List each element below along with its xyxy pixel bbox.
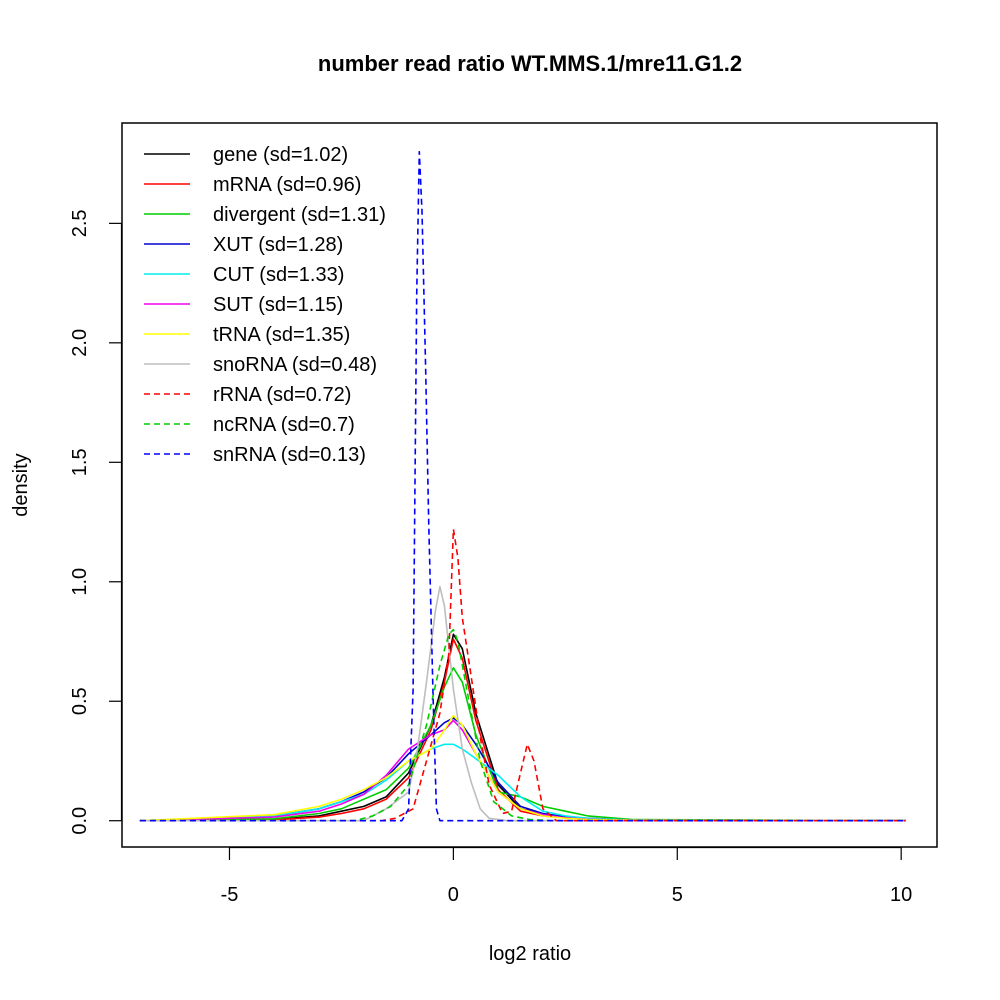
x-tick-label: -5	[221, 884, 239, 906]
legend-entry-10: snRNA (sd=0.13)	[213, 444, 366, 466]
series-line-8	[139, 528, 906, 822]
x-tick-label: 5	[672, 884, 683, 906]
legend-entry-5: SUT (sd=1.15)	[213, 294, 343, 316]
y-tick-label: 1.0	[69, 568, 91, 596]
y-axis: 0.0 0.5 1.0 1.5 2.0 2.5	[69, 209, 123, 835]
series-line-1	[139, 638, 906, 822]
series-line-3	[139, 717, 906, 822]
chart-title: number read ratio WT.MMS.1/mre11.G1.2	[318, 51, 742, 76]
series-line-5	[139, 719, 906, 822]
x-axis: -5 0 5 10	[221, 846, 912, 906]
y-tick-label: 2.0	[69, 329, 91, 357]
x-axis-label: log2 ratio	[489, 943, 571, 965]
y-tick-label: 1.5	[69, 448, 91, 476]
legend: gene (sd=1.02) mRNA (sd=0.96) divergent (s…	[144, 144, 386, 466]
series-line-4	[139, 743, 906, 822]
legend-entry-1: mRNA (sd=0.96)	[213, 174, 361, 196]
y-axis-label: density	[10, 453, 32, 516]
y-tick-label: 0.0	[69, 807, 91, 835]
legend-entry-2: divergent (sd=1.31)	[213, 204, 386, 226]
series-line-10	[139, 150, 906, 822]
series-line-7	[139, 585, 906, 822]
legend-entry-0: gene (sd=1.02)	[213, 144, 348, 166]
series-line-9	[139, 628, 906, 822]
series-line-2	[139, 666, 906, 822]
x-tick-label: 10	[890, 884, 912, 906]
y-tick-label: 2.5	[69, 209, 91, 237]
series-line-0	[139, 633, 906, 822]
legend-entry-3: XUT (sd=1.28)	[213, 234, 343, 256]
legend-entry-6: tRNA (sd=1.35)	[213, 324, 350, 346]
legend-entry-9: ncRNA (sd=0.7)	[213, 414, 355, 436]
series-line-6	[139, 714, 906, 822]
plot-frame	[121, 122, 938, 848]
x-tick-label: 0	[448, 884, 459, 906]
legend-entry-4: CUT (sd=1.33)	[213, 264, 344, 286]
legend-entry-7: snoRNA (sd=0.48)	[213, 354, 377, 376]
y-tick-label: 0.5	[69, 687, 91, 715]
legend-entry-8: rRNA (sd=0.72)	[213, 384, 351, 406]
series-layer	[139, 150, 906, 822]
